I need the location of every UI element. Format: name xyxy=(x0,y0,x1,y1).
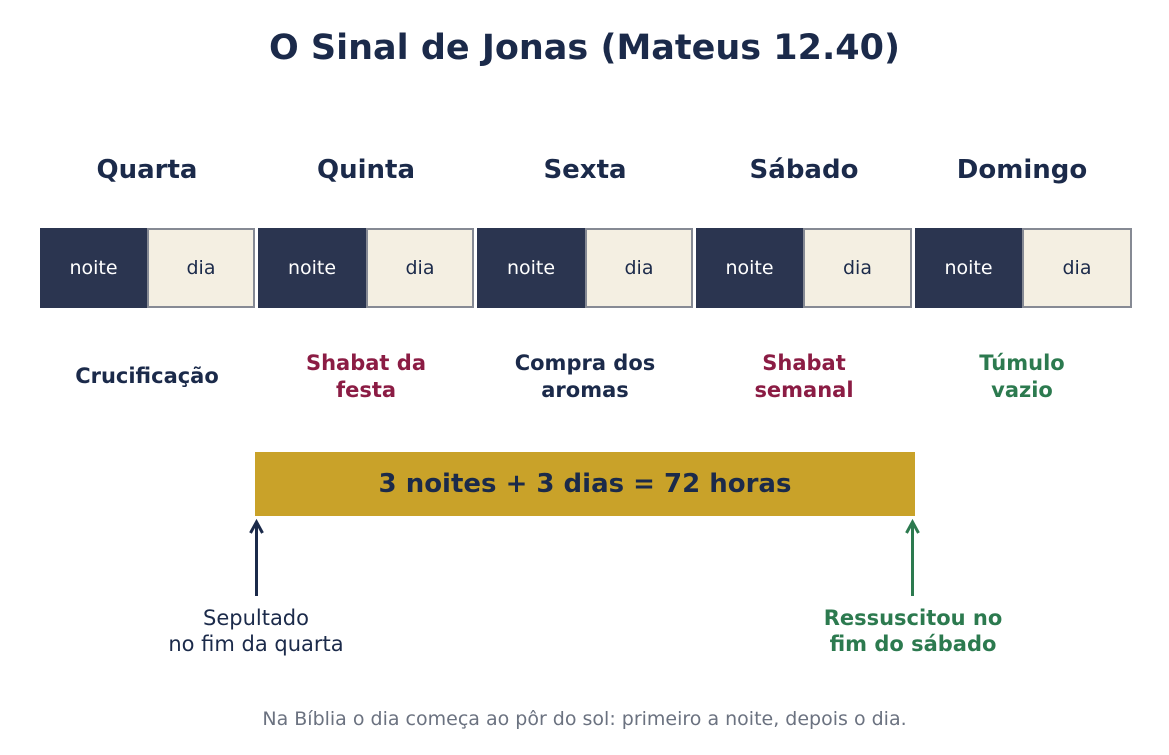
night-cell-quarta: noite xyxy=(40,228,147,308)
event-domingo-line-1: Túmulo xyxy=(979,351,1065,375)
footer-note: Na Bíblia o dia começa ao pôr do sol: pr… xyxy=(262,708,907,730)
day-name-quarta: Quarta xyxy=(96,155,198,185)
day-name-sexta: Sexta xyxy=(543,155,627,185)
event-sexta-line-2: aromas xyxy=(541,378,629,402)
event-quinta-line-2: festa xyxy=(335,378,397,402)
event-quarta: Crucificação xyxy=(37,363,257,390)
event-domingo: Túmulo vazio xyxy=(912,350,1132,404)
end-arrow-icon xyxy=(905,518,920,596)
total-duration-bar: 3 noites + 3 dias = 72 horas xyxy=(255,452,915,516)
day-cell-sabado: dia xyxy=(803,228,912,308)
event-quinta: Shabat da festa xyxy=(256,350,476,404)
event-sexta: Compra dos aromas xyxy=(475,350,695,404)
start-arrow-icon xyxy=(249,518,264,596)
event-quarta-line-1: Crucificação xyxy=(75,364,219,388)
day-cell-quarta: dia xyxy=(147,228,255,308)
night-cell-domingo: noite xyxy=(915,228,1022,308)
start-note-line-2: no fim da quarta xyxy=(168,632,344,656)
start-note: Sepultado no fim da quarta xyxy=(106,605,406,657)
night-cell-quinta: noite xyxy=(258,228,366,308)
event-sabado: Shabat semanal xyxy=(694,350,914,404)
day-name-sabado: Sábado xyxy=(749,155,859,185)
day-name-quinta: Quinta xyxy=(316,155,415,185)
event-domingo-line-2: vazio xyxy=(991,378,1053,402)
end-note-line-2: fim do sábado xyxy=(829,632,997,656)
day-cell-sexta: dia xyxy=(585,228,693,308)
event-sexta-line-1: Compra dos xyxy=(514,351,656,375)
page-title: O Sinal de Jonas (Mateus 12.40) xyxy=(268,28,900,68)
day-name-domingo: Domingo xyxy=(956,155,1088,185)
day-cell-quinta: dia xyxy=(366,228,474,308)
end-note-line-1: Ressuscitou no xyxy=(823,606,1003,630)
night-cell-sexta: noite xyxy=(477,228,585,308)
event-sabado-line-2: semanal xyxy=(754,378,854,402)
event-sabado-line-1: Shabat xyxy=(762,351,846,375)
start-note-line-1: Sepultado xyxy=(202,606,309,630)
event-quinta-line-1: Shabat da xyxy=(305,351,426,375)
end-note: Ressuscitou no fim do sábado xyxy=(763,605,1063,657)
day-cell-domingo: dia xyxy=(1022,228,1132,308)
night-cell-sabado: noite xyxy=(696,228,803,308)
